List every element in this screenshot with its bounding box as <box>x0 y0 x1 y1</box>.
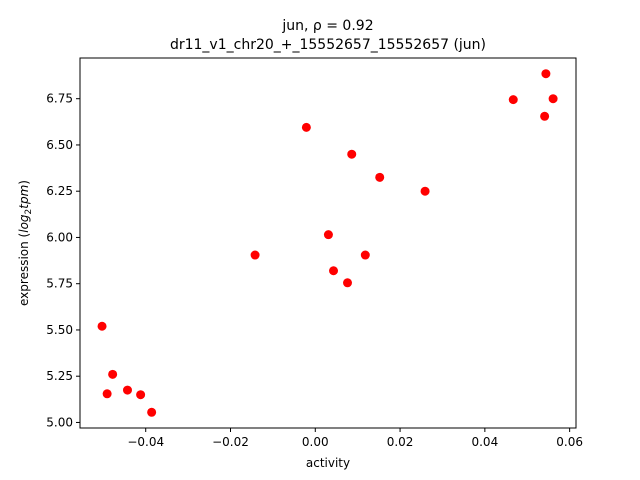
data-point <box>108 369 118 379</box>
x-tick-label: 0.02 <box>387 435 414 449</box>
data-point <box>508 95 518 105</box>
x-tick-label: −0.02 <box>212 435 249 449</box>
data-point <box>250 250 260 260</box>
data-point <box>147 407 157 417</box>
y-tick-label: 6.25 <box>46 184 73 198</box>
data-point <box>540 111 550 121</box>
data-point <box>97 321 107 331</box>
y-axis-label-prefix: expression ( <box>17 233 31 306</box>
y-tick-label: 5.75 <box>46 277 73 291</box>
y-axis-label-suffix: ) <box>17 180 31 185</box>
data-point <box>548 94 558 104</box>
data-point <box>301 122 311 132</box>
y-axis-label-subscript: 2 <box>24 209 34 215</box>
data-point <box>329 266 339 276</box>
data-point <box>122 385 132 395</box>
chart-subtitle: dr11_v1_chr20_+_15552657_15552657 (jun) <box>170 37 486 53</box>
y-axis-label-math-2: tpm <box>17 185 31 209</box>
y-tick-label: 6.00 <box>46 230 73 244</box>
data-point <box>420 186 430 196</box>
data-point <box>136 390 146 400</box>
x-tick-label: −0.04 <box>127 435 164 449</box>
data-point <box>375 172 385 182</box>
y-tick-label: 5.25 <box>46 369 73 383</box>
y-tick-label: 6.50 <box>46 138 73 152</box>
y-axis-label: expression (log2tpm) <box>17 180 34 306</box>
data-point <box>360 250 370 260</box>
y-axis-label-math: log <box>17 214 31 233</box>
x-axis-label: activity <box>306 456 350 470</box>
data-point <box>347 149 357 159</box>
x-tick-label: 0.00 <box>302 435 329 449</box>
x-tick-label: 0.04 <box>471 435 498 449</box>
y-tick-label: 5.00 <box>46 415 73 429</box>
axes-frame <box>79 57 577 429</box>
x-tick-label: 0.06 <box>556 435 583 449</box>
y-tick-label: 6.75 <box>46 92 73 106</box>
y-tick-label: 5.50 <box>46 323 73 337</box>
data-point <box>102 389 112 399</box>
data-point <box>323 230 333 240</box>
data-point <box>541 69 551 79</box>
plot-area: −0.04 −0.02 0.00 0.02 0.04 0.06 5.00 5.25 5.50 5.… <box>46 57 583 449</box>
chart-title: jun, ρ = 0.92 <box>281 18 373 34</box>
data-point <box>343 278 353 288</box>
